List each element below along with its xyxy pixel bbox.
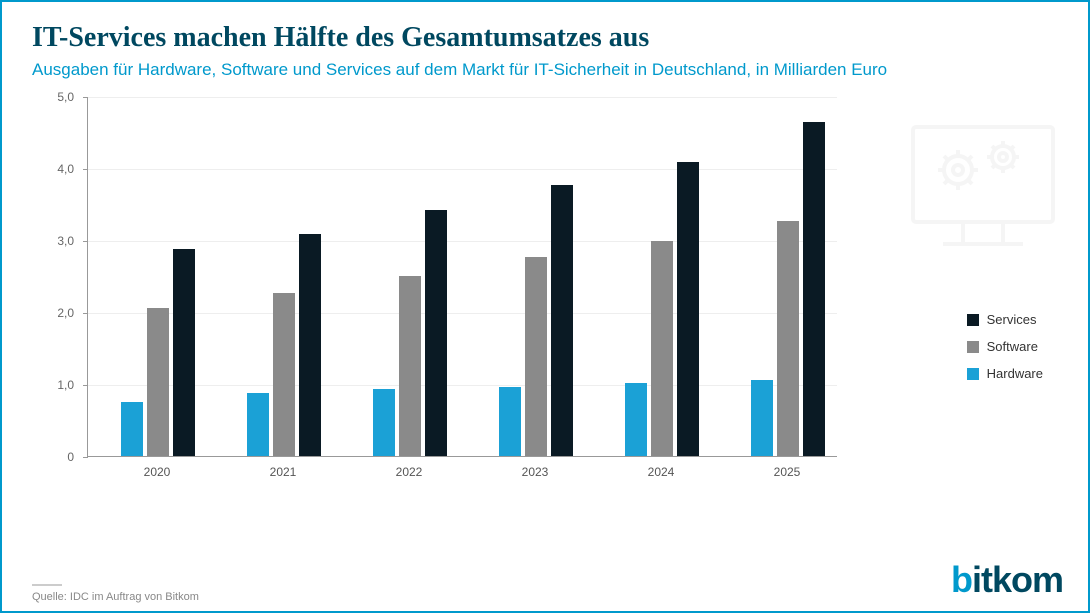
legend-item: Services — [967, 312, 1043, 327]
legend-item: Hardware — [967, 366, 1043, 381]
bar-group — [612, 162, 712, 456]
y-tick-label: 4,0 — [57, 162, 74, 176]
bar-software — [147, 308, 169, 456]
chart-subtitle: Ausgaben für Hardware, Software und Serv… — [2, 60, 1088, 90]
legend-swatch — [967, 314, 979, 326]
legend-item: Software — [967, 339, 1043, 354]
bar-group — [108, 249, 208, 456]
bar-hardware — [499, 387, 521, 456]
y-tick-label: 0 — [67, 450, 74, 464]
y-tick-label: 2,0 — [57, 306, 74, 320]
bar-services — [173, 249, 195, 456]
y-tick-label: 5,0 — [57, 90, 74, 104]
legend: Services Software Hardware — [967, 312, 1043, 393]
bar-hardware — [121, 402, 143, 456]
bar-services — [803, 122, 825, 456]
bar-hardware — [625, 383, 647, 456]
bar-group — [360, 210, 460, 456]
x-tick-label: 2021 — [233, 465, 333, 479]
bar-software — [273, 293, 295, 456]
x-tick-label: 2024 — [611, 465, 711, 479]
bar-group — [486, 185, 586, 456]
bar-hardware — [751, 380, 773, 456]
bar-hardware — [373, 389, 395, 456]
legend-swatch — [967, 368, 979, 380]
source-divider — [32, 584, 62, 586]
bitkom-logo: bitkom — [951, 559, 1063, 601]
legend-label: Hardware — [987, 366, 1043, 381]
y-tick-label: 3,0 — [57, 234, 74, 248]
bar-software — [525, 257, 547, 456]
logo-prefix: b — [951, 559, 972, 600]
bar-group — [738, 122, 838, 456]
legend-label: Software — [987, 339, 1038, 354]
bar-services — [425, 210, 447, 456]
bar-services — [551, 185, 573, 456]
chart-area: 01,02,03,04,05,0 20202021202220232024202… — [42, 97, 842, 497]
bar-software — [777, 221, 799, 456]
legend-swatch — [967, 341, 979, 353]
legend-label: Services — [987, 312, 1037, 327]
bar-software — [651, 241, 673, 456]
x-tick-label: 2025 — [737, 465, 837, 479]
x-tick-label: 2023 — [485, 465, 585, 479]
bar-hardware — [247, 393, 269, 456]
bar-services — [677, 162, 699, 456]
logo-rest: itkom — [972, 559, 1063, 600]
bar-services — [299, 234, 321, 456]
x-tick-label: 2022 — [359, 465, 459, 479]
bar-software — [399, 276, 421, 456]
x-tick-label: 2020 — [107, 465, 207, 479]
bar-group — [234, 234, 334, 456]
source-text: Quelle: IDC im Auftrag von Bitkom — [32, 591, 199, 603]
monitor-gears-icon — [908, 122, 1058, 252]
chart-title: IT-Services machen Hälfte des Gesamtumsa… — [2, 2, 1088, 60]
plot-area — [87, 97, 837, 457]
y-axis: 01,02,03,04,05,0 — [42, 97, 82, 457]
y-tick-label: 1,0 — [57, 378, 74, 392]
